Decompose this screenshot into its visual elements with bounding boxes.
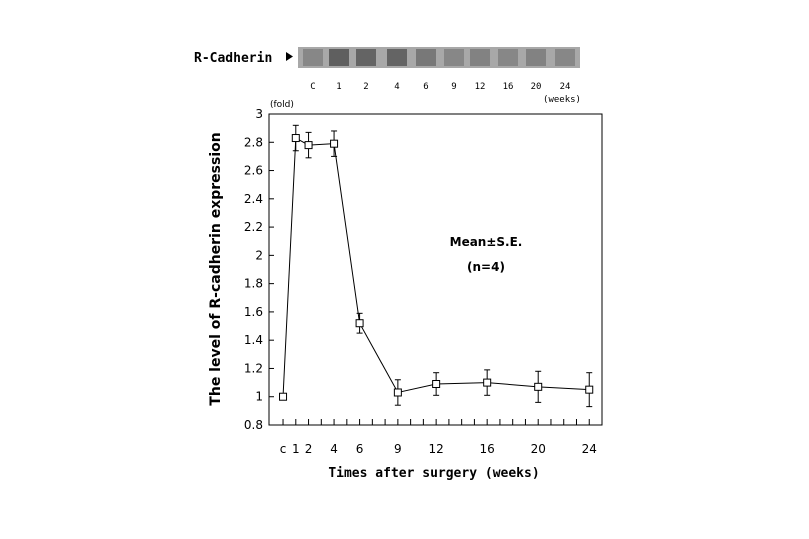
- y-axis-label: The level of R-cadherin expression: [208, 132, 224, 405]
- data-point: [483, 378, 492, 387]
- x-tick-label: 4: [330, 442, 338, 456]
- x-tick-label: c: [280, 442, 287, 456]
- x-tick-label: 6: [356, 442, 364, 456]
- lane-label: 12: [475, 82, 486, 92]
- western-blot: [298, 47, 580, 68]
- x-tick-label: 12: [428, 442, 443, 456]
- plot-frame: [268, 113, 603, 426]
- annotation-n: (n=4): [467, 260, 505, 274]
- blot-band: [526, 49, 546, 66]
- lane-label: 24: [560, 82, 571, 92]
- data-point: [585, 385, 594, 394]
- lane-label: 9: [451, 82, 456, 92]
- data-point: [393, 388, 402, 397]
- lane-label: 4: [394, 82, 399, 92]
- x-tick-label: 24: [582, 442, 597, 456]
- y-tick-label: 2.4: [244, 192, 263, 206]
- blot-band: [416, 49, 436, 66]
- blot-band: [387, 49, 407, 66]
- lane-unit: (weeks): [543, 95, 581, 105]
- y-tick-label: 1.4: [244, 333, 263, 347]
- lane-labels: C 1 2 4 6 9 12 16 20 24: [310, 82, 570, 92]
- annotation-mean: Mean±S.E.: [450, 235, 523, 249]
- y-tick-label: 2.6: [244, 164, 263, 178]
- lane-label: 2: [363, 82, 368, 92]
- data-point: [330, 139, 339, 148]
- y-tick-label: 3: [255, 107, 263, 121]
- x-tick-label: 2: [305, 442, 313, 456]
- data-point: [355, 319, 364, 328]
- blot-band: [356, 49, 376, 66]
- lane-label: 6: [423, 82, 428, 92]
- blot-label: R-Cadherin: [194, 51, 272, 66]
- right-triangle-icon: [286, 52, 293, 61]
- y-tick-label: 1.2: [244, 361, 263, 375]
- lane-label: 20: [531, 82, 542, 92]
- blot-band: [498, 49, 518, 66]
- blot-band: [303, 49, 323, 66]
- y-tick-label: 1.8: [244, 277, 263, 291]
- data-point: [291, 134, 300, 143]
- y-tick-label: 2.8: [244, 135, 263, 149]
- y-tick-label: 1: [255, 390, 263, 404]
- x-axis-label: Times after surgery (weeks): [328, 466, 539, 481]
- data-point: [534, 382, 543, 391]
- y-tick-label: 2: [255, 248, 263, 262]
- y-unit: (fold): [270, 100, 294, 110]
- x-tick-label: 16: [480, 442, 495, 456]
- x-tick-label: 20: [531, 442, 546, 456]
- blot-band: [444, 49, 464, 66]
- y-tick-label: 1.6: [244, 305, 263, 319]
- blot-band: [329, 49, 349, 66]
- series-line: [282, 137, 590, 397]
- lane-label: 16: [503, 82, 514, 92]
- lane-label: C: [310, 82, 315, 92]
- x-tick-label: 9: [394, 442, 402, 456]
- data-point: [432, 380, 441, 389]
- x-tick-label: 1: [292, 442, 300, 456]
- data-point: [304, 141, 313, 150]
- lane-label: 1: [336, 82, 341, 92]
- y-tick-label: 0.8: [244, 418, 263, 432]
- blot-band: [470, 49, 490, 66]
- data-point: [279, 392, 288, 401]
- blot-band: [555, 49, 575, 66]
- y-tick-label: 2.2: [244, 220, 263, 234]
